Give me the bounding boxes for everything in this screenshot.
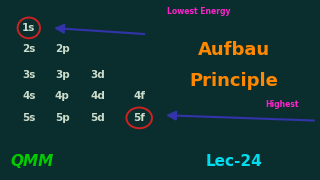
Text: 3p: 3p <box>55 70 70 80</box>
Text: 4d: 4d <box>90 91 105 101</box>
Text: 5p: 5p <box>55 113 70 123</box>
Text: 3d: 3d <box>90 70 105 80</box>
Text: 2p: 2p <box>55 44 70 55</box>
Text: 5f: 5f <box>133 113 145 123</box>
Text: 4p: 4p <box>55 91 70 101</box>
Text: Highest: Highest <box>265 100 298 109</box>
Text: Aufbau: Aufbau <box>197 41 270 59</box>
Text: QMM: QMM <box>10 154 54 170</box>
Text: Lec-24: Lec-24 <box>205 154 262 170</box>
Text: 4s: 4s <box>22 91 36 101</box>
Text: Principle: Principle <box>189 72 278 90</box>
Text: 5d: 5d <box>90 113 105 123</box>
Text: 4f: 4f <box>133 91 145 101</box>
Text: 1s: 1s <box>22 23 36 33</box>
Text: 5s: 5s <box>22 113 36 123</box>
Text: 3s: 3s <box>22 70 36 80</box>
Text: 2s: 2s <box>22 44 36 55</box>
Text: Lowest Energy: Lowest Energy <box>167 7 230 16</box>
